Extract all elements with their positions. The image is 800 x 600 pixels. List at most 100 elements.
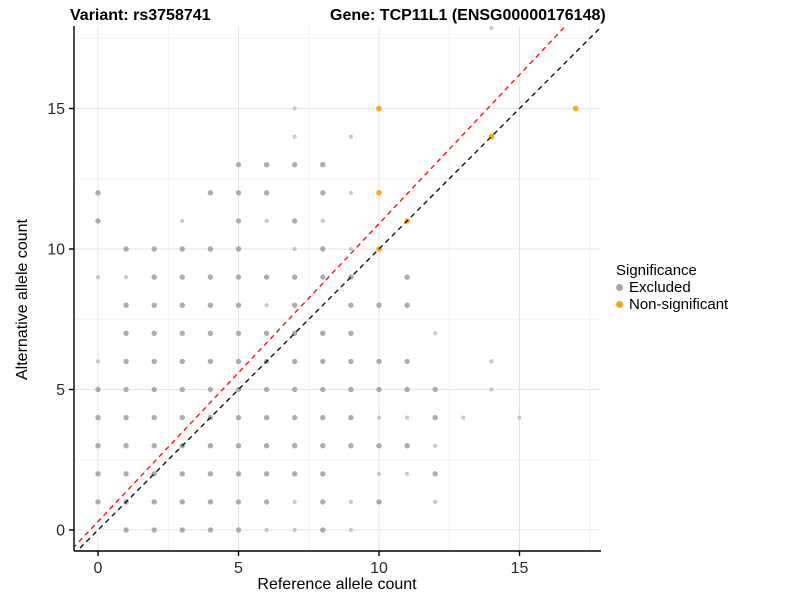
point-excluded	[348, 302, 354, 308]
point-excluded	[292, 358, 298, 365]
point-excluded	[263, 414, 270, 421]
gene-title: Gene: TCP11L1 (ENSG00000176148)	[330, 7, 606, 24]
point-excluded	[320, 471, 326, 477]
point-excluded	[263, 499, 270, 505]
point-excluded	[123, 443, 129, 449]
point-excluded	[179, 302, 185, 308]
point-excluded	[489, 26, 494, 31]
legend-item-label: Non-significant	[629, 296, 729, 313]
point-excluded	[292, 414, 298, 421]
point-non-significant	[376, 105, 382, 112]
point-excluded	[489, 359, 494, 364]
point-excluded	[320, 218, 325, 223]
point-excluded	[151, 330, 157, 336]
point-excluded	[348, 330, 354, 336]
y-axis-title: Alternative allele count	[14, 219, 31, 380]
y-tick-label: 10	[47, 242, 65, 259]
point-excluded	[207, 274, 214, 280]
point-excluded	[320, 162, 326, 168]
y-tick-label: 15	[47, 101, 65, 118]
point-excluded	[292, 218, 298, 224]
regression-line	[74, 26, 567, 548]
point-excluded	[95, 414, 101, 421]
point-excluded	[123, 358, 129, 365]
point-excluded	[151, 443, 157, 449]
point-excluded	[95, 499, 101, 505]
point-excluded	[95, 386, 101, 393]
point-excluded	[517, 415, 522, 420]
point-excluded	[235, 218, 242, 224]
identity-line	[76, 26, 601, 551]
point-excluded	[292, 162, 298, 168]
point-excluded	[179, 274, 185, 280]
point-excluded	[292, 499, 297, 504]
point-excluded	[320, 246, 326, 252]
point-excluded	[292, 246, 297, 252]
point-excluded	[179, 358, 185, 365]
point-excluded	[123, 386, 129, 393]
point-excluded	[320, 190, 326, 196]
point-excluded	[376, 386, 382, 393]
point-excluded	[151, 246, 157, 252]
point-excluded	[207, 302, 214, 308]
point-excluded	[207, 499, 214, 505]
point-excluded	[264, 218, 269, 223]
point-excluded	[207, 471, 214, 477]
point-excluded	[151, 274, 157, 280]
point-excluded	[292, 274, 298, 280]
point-non-significant	[376, 190, 382, 196]
point-excluded	[320, 499, 326, 505]
point-excluded	[263, 190, 270, 196]
point-excluded	[376, 302, 382, 308]
point-excluded	[179, 330, 185, 336]
point-excluded	[207, 190, 214, 196]
variant-title: Variant: rs3758741	[70, 7, 211, 24]
point-excluded	[207, 246, 214, 252]
point-excluded	[320, 443, 326, 449]
point-excluded	[263, 443, 270, 449]
point-excluded	[95, 443, 101, 449]
point-excluded	[320, 386, 326, 393]
x-axis-title: Reference allele count	[257, 576, 417, 593]
point-excluded	[235, 162, 242, 168]
point-excluded	[320, 414, 326, 421]
point-excluded	[292, 471, 298, 477]
x-tick-label: 10	[370, 560, 388, 577]
legend-title: Significance	[616, 262, 697, 279]
point-excluded	[320, 330, 326, 336]
point-excluded	[123, 330, 129, 336]
point-excluded	[235, 499, 242, 505]
point-excluded	[263, 330, 270, 336]
legend-item-excluded: Excluded	[616, 279, 728, 296]
point-excluded	[151, 302, 157, 308]
point-excluded	[179, 246, 185, 252]
point-excluded	[235, 471, 242, 477]
point-excluded	[348, 443, 354, 449]
point-excluded	[376, 443, 382, 449]
point-excluded	[95, 190, 101, 196]
point-excluded	[123, 527, 129, 533]
point-excluded	[348, 190, 353, 195]
point-excluded	[404, 386, 410, 393]
point-excluded	[348, 246, 353, 252]
point-excluded	[235, 246, 242, 252]
point-excluded	[405, 415, 410, 420]
point-excluded	[263, 274, 270, 280]
point-non-significant	[572, 105, 579, 112]
point-excluded	[180, 218, 185, 223]
legend-point-icon	[616, 284, 623, 291]
point-excluded	[348, 499, 353, 504]
point-excluded	[179, 527, 185, 533]
point-excluded	[123, 246, 129, 252]
point-excluded	[292, 106, 297, 111]
point-excluded	[207, 358, 214, 365]
point-excluded	[235, 443, 242, 449]
point-excluded	[95, 275, 101, 280]
point-excluded	[348, 134, 353, 139]
legend: Significance Excluded Non-significant	[616, 262, 728, 313]
point-excluded	[235, 274, 242, 280]
point-excluded	[207, 443, 214, 449]
point-excluded	[348, 527, 353, 533]
legend-point-icon	[616, 301, 623, 308]
